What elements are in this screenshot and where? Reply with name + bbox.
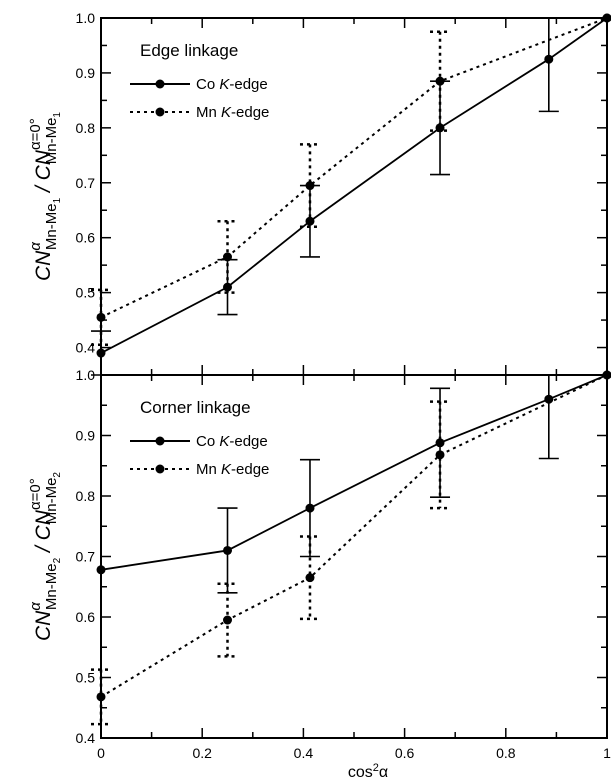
- x-tick-label: 1: [603, 745, 611, 761]
- y-tick-label: 0.5: [76, 670, 96, 686]
- y-tick-label: 0.9: [76, 65, 96, 81]
- series-line: [100, 17, 608, 354]
- y-tick-label: 0.7: [76, 549, 96, 565]
- series-co: [91, 13, 611, 376]
- data-point: [544, 54, 554, 64]
- x-axis-label: cos2α: [348, 762, 388, 780]
- y-tick-label: 1.0: [76, 367, 96, 383]
- error-bar: [299, 143, 320, 228]
- y-tick-label: 0.8: [76, 488, 96, 504]
- error-bar: [538, 374, 559, 460]
- error-bar: [299, 535, 320, 621]
- data-point: [96, 692, 106, 702]
- y-tick-label: 0.7: [76, 175, 96, 191]
- x-tick-label: 0.4: [294, 745, 314, 761]
- edge-linkage-panel: 0.4 0.5 0.6 0.7 0.8 0.9 1.0 CNαMn-Me1 / CNα=0°M…: [27, 10, 611, 376]
- plot-frame: [100, 374, 608, 739]
- error-bar: [430, 400, 451, 510]
- y-tick-label: 0.9: [76, 428, 96, 444]
- y-axis-label: CNαMn-Me1 / CNα=0°Mn-Me1: [27, 112, 63, 281]
- data-point: [96, 565, 106, 575]
- y-tick-label: 0.4: [76, 730, 96, 746]
- data-point: [435, 450, 445, 460]
- series-line: [100, 374, 608, 571]
- series-co: [96, 370, 611, 594]
- error-bar: [538, 17, 559, 113]
- series-line: [100, 17, 608, 319]
- y-tick-label: 0.6: [76, 609, 96, 625]
- legend-label: Mn K-edge: [196, 461, 269, 478]
- error-bar: [91, 288, 111, 347]
- y-tick-label: 0.5: [76, 285, 96, 301]
- y-axis-label: CNαMn-Me2 / CNα=0°Mn-Me2: [27, 472, 63, 641]
- data-point: [305, 503, 315, 513]
- data-point: [305, 181, 315, 191]
- x-tick-label: 0.6: [395, 745, 415, 761]
- data-point: [305, 573, 315, 583]
- data-point: [435, 76, 445, 86]
- panel-title: Corner linkage: [140, 398, 251, 417]
- y-tick-label: 0.8: [76, 120, 96, 136]
- data-point: [305, 216, 315, 226]
- legend-entry: Mn K-edge: [130, 461, 269, 478]
- legend-label: Co K-edge: [196, 76, 268, 93]
- plot-frame: [100, 17, 608, 376]
- data-point: [223, 252, 232, 262]
- data-point: [544, 394, 554, 404]
- series-line: [100, 374, 608, 698]
- legend-entry: Mn K-edge: [130, 104, 269, 121]
- legend-entry: Co K-edge: [130, 433, 268, 450]
- data-point: [602, 13, 611, 23]
- error-bar: [91, 668, 111, 726]
- corner-linkage-panel: 0.4 0.5 0.6 0.7 0.8 0.9 1.0 0 0.2 0.4 0.6 0.8 1 cos2α…: [27, 367, 611, 780]
- series-mn: [91, 13, 611, 347]
- data-point: [223, 545, 232, 555]
- panel-title: Edge linkage: [140, 41, 238, 60]
- data-point: [96, 312, 106, 322]
- y-tick-label: 0.4: [76, 340, 96, 356]
- legend-entry: Co K-edge: [130, 76, 268, 93]
- data-point: [96, 348, 106, 358]
- x-tick-label: 0.2: [192, 745, 212, 761]
- legend-label: Mn K-edge: [196, 104, 269, 121]
- series-mn: [91, 370, 611, 726]
- x-tick-label: 0.8: [496, 745, 516, 761]
- legend-label: Co K-edge: [196, 433, 268, 450]
- x-tick-label: 0: [97, 745, 105, 761]
- y-tick-label: 1.0: [76, 10, 96, 26]
- data-point: [435, 438, 445, 448]
- data-point: [223, 615, 232, 625]
- data-point: [602, 370, 611, 380]
- y-tick-label: 0.6: [76, 230, 96, 246]
